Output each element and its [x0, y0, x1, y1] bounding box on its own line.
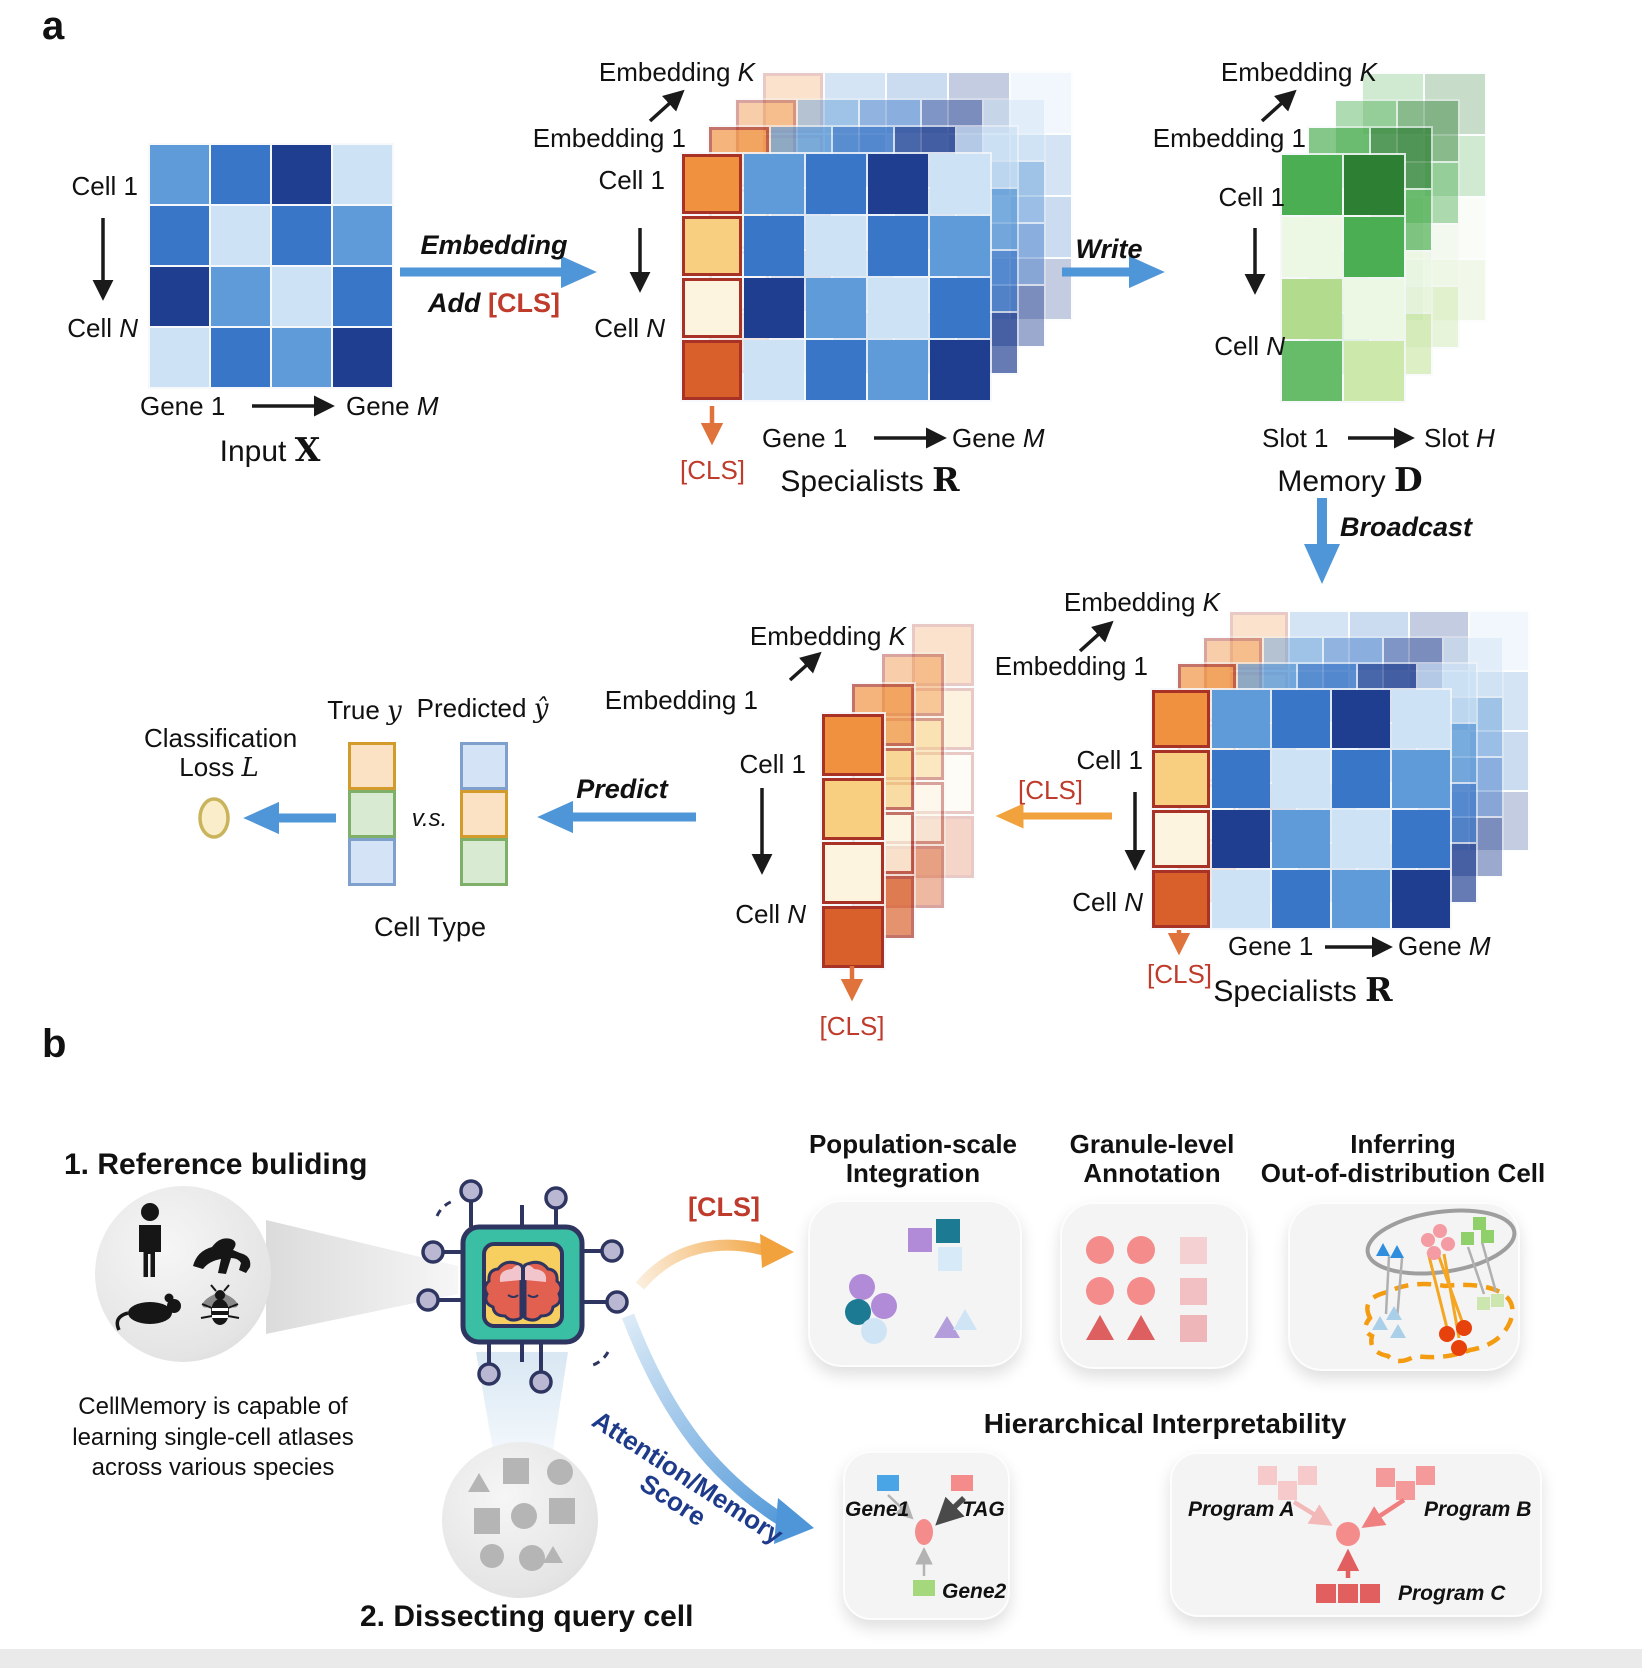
ape-icon	[193, 1238, 251, 1274]
card-granule-annotation	[1060, 1202, 1248, 1369]
predicted-y-column	[460, 742, 508, 886]
memory-embeddingK-label: Embedding K	[1220, 57, 1377, 87]
classification-loss-node	[198, 797, 230, 839]
programA-label: Program A	[1188, 1498, 1295, 1521]
chip-to-query-beam	[476, 1352, 568, 1456]
panel-b-label: b	[42, 1022, 67, 1066]
stack-cell1-label: Cell 1	[739, 749, 806, 779]
memory-layer-front	[1280, 153, 1406, 403]
memory-cellN-label: Cell N	[1214, 331, 1285, 361]
input-cellN-label: Cell N	[67, 313, 138, 343]
classification-loss-label: Classification Loss L	[144, 723, 298, 784]
brain-icon	[483, 1260, 563, 1322]
predict-label: Predict	[576, 774, 668, 804]
species-circle	[95, 1186, 271, 1362]
add-cls-label: Add [CLS]	[428, 288, 560, 318]
true-y-column	[348, 742, 396, 886]
spec1-embeddingK-label: Embedding K	[598, 57, 755, 87]
cell-type-label: Cell Type	[373, 912, 487, 942]
spec2-cls-left-label: [CLS]	[1018, 775, 1084, 805]
stack-embedding-axis-arrow	[788, 651, 822, 682]
stack-cls-label: [CLS]	[819, 1011, 885, 1041]
write-label: Write	[1075, 234, 1143, 264]
gene2-label: Gene2	[942, 1580, 1007, 1603]
card-population-integration	[808, 1200, 1022, 1367]
memory-cell1-label: Cell 1	[1218, 182, 1285, 212]
memory-embedding1-label: Embedding 1	[1152, 123, 1306, 153]
spec1-gene1-label: Gene 1	[762, 423, 848, 453]
annotation-card-title: Granule-level Annotation	[1069, 1129, 1235, 1189]
spec1-embedding-axis-arrow	[648, 89, 685, 123]
panel-a-label: a	[42, 4, 65, 48]
spec2-cls-down-label: [CLS]	[1147, 959, 1213, 989]
vs-label: v.s.	[411, 805, 448, 832]
memory-embedding-axis-arrow	[1260, 89, 1297, 123]
memory-title: Memory D	[1277, 460, 1423, 499]
card-ood-inference	[1288, 1202, 1520, 1371]
cls-curved-arrowhead	[760, 1234, 794, 1268]
cls-b-label: [CLS]	[688, 1192, 760, 1222]
spec1-embedding1-label: Embedding 1	[532, 123, 686, 153]
chip-icon	[416, 1179, 629, 1394]
input-matrix	[148, 143, 394, 389]
stack-embeddingK-label: Embedding K	[749, 621, 906, 651]
input-geneM-label: Gene M	[346, 391, 439, 421]
specialists1-layer-front	[680, 152, 992, 402]
gene1-label: Gene1	[845, 1498, 910, 1521]
spec1-title: Specialists R	[780, 460, 960, 499]
specialists2-layer-front	[1150, 688, 1452, 930]
human-icon	[139, 1203, 161, 1277]
cls-stack-layer-front	[820, 712, 886, 970]
spec1-geneM-label: Gene M	[952, 423, 1045, 453]
programC-label: Program C	[1398, 1582, 1506, 1605]
spec2-embedding1-label: Embedding 1	[994, 651, 1148, 681]
memory-slot1-label: Slot 1	[1262, 423, 1329, 453]
input-title: Input X	[219, 430, 321, 469]
broadcast-label: Broadcast	[1340, 512, 1473, 542]
embedding-step-label: Embedding	[420, 230, 568, 260]
cls-curved-arrow	[635, 1239, 766, 1290]
dissecting-query-title: 2. Dissecting query cell	[360, 1600, 694, 1633]
spec2-embedding-axis-arrow	[1078, 620, 1114, 653]
spec2-title: Specialists R	[1213, 970, 1393, 1009]
spec1-cellN-label: Cell N	[594, 313, 665, 343]
true-y-label: True y	[327, 695, 402, 726]
species-to-chip-beam	[266, 1220, 458, 1334]
integration-card-title: Population-scale Integration	[808, 1129, 1018, 1189]
spec2-cellN-label: Cell N	[1072, 887, 1143, 917]
tag-label: TAG	[962, 1498, 1005, 1521]
query-cell-shapes	[468, 1458, 575, 1571]
spec2-cell1-label: Cell 1	[1076, 745, 1143, 775]
bottom-edge-strip	[0, 1649, 1642, 1668]
hierarchical-interpretability-title: Hierarchical Interpretability	[983, 1408, 1347, 1439]
spec2-gene1-label: Gene 1	[1228, 931, 1314, 961]
input-gene1-label: Gene 1	[140, 391, 226, 421]
spec1-cell1-label: Cell 1	[598, 165, 665, 195]
input-cell1-label: Cell 1	[71, 171, 138, 201]
predicted-y-label: Predicted ŷ	[416, 693, 549, 724]
memory-slotH-label: Slot H	[1424, 423, 1495, 453]
cellmemory-description: CellMemory is capable of learning single…	[72, 1393, 354, 1482]
spec1-cls-label: [CLS]	[680, 455, 746, 485]
bee-icon	[200, 1284, 240, 1325]
programB-label: Program B	[1424, 1498, 1532, 1521]
reference-building-title: 1. Reference buliding	[64, 1148, 368, 1181]
ood-card-title: Inferring Out-of-distribution Cell	[1260, 1129, 1546, 1189]
mouse-icon	[115, 1293, 181, 1331]
spec2-geneM-label: Gene M	[1398, 931, 1491, 961]
stack-embedding1-label: Embedding 1	[604, 685, 758, 715]
query-cell-circle	[442, 1442, 598, 1598]
stack-cellN-label: Cell N	[735, 899, 806, 929]
attention-memory-score-label: Attention/Memory Score	[586, 1404, 789, 1551]
spec2-embeddingK-label: Embedding K	[1063, 587, 1220, 617]
